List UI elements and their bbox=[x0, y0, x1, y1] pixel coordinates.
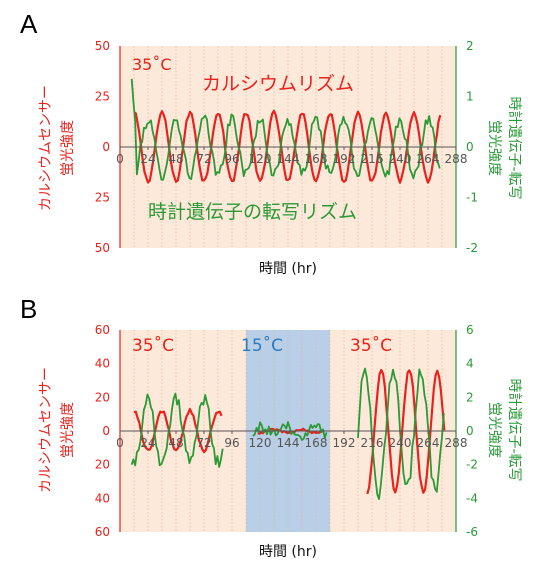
y-axis-label-right-b-1: 時計遺伝子-転写 bbox=[506, 378, 522, 481]
y-right-tick-label: 0 bbox=[466, 424, 474, 438]
panel-a: A 0 24 48 72 96 120 144 168 192 216 240 264 28850250… bbox=[20, 9, 522, 277]
y-left-tick-label: 25 bbox=[95, 90, 110, 104]
x-tick-label: 0 bbox=[116, 436, 124, 450]
temp-label-a-35c: 35˚C bbox=[132, 55, 172, 74]
panel-letter-b: B bbox=[20, 294, 37, 324]
x-tick-label: 96 bbox=[224, 436, 239, 450]
y-axis-label-right-b-2: 蛍光強度 bbox=[486, 402, 502, 458]
x-tick-label: 96 bbox=[224, 152, 239, 166]
y-left-tick-label: 25 bbox=[95, 191, 110, 205]
panel-b: B 0 24 48 72 96 120 144 168 192 216 240 264 28860402… bbox=[20, 294, 522, 560]
x-axis-label-a: 時間 (hr) bbox=[259, 261, 317, 277]
temp-label-b-15c: 15˚C bbox=[241, 335, 283, 356]
x-tick-label: 192 bbox=[333, 436, 356, 450]
x-tick-label: 120 bbox=[249, 152, 272, 166]
y-axis-label-left-a-1: カルシウムセンサー bbox=[38, 85, 54, 211]
y-axis-label-right-a-1: 時計遺伝子-転写 bbox=[506, 96, 522, 199]
x-tick-label: 120 bbox=[249, 436, 272, 450]
y-right-tick-label: -2 bbox=[466, 458, 478, 472]
y-right-tick-label: 1 bbox=[466, 90, 474, 104]
series-line-green bbox=[252, 421, 328, 442]
x-tick-label: 264 bbox=[417, 152, 440, 166]
x-tick-label: 216 bbox=[361, 152, 384, 166]
x-tick-label: 144 bbox=[277, 152, 300, 166]
y-axis-label-left-b-2: 蛍光強度 bbox=[60, 402, 76, 458]
x-tick-label: 24 bbox=[140, 436, 155, 450]
x-tick-label: 144 bbox=[277, 436, 300, 450]
temp-label-b-35c-second: 35˚C bbox=[350, 335, 392, 356]
y-right-tick-label: -2 bbox=[466, 241, 478, 255]
y-right-tick-label: 2 bbox=[466, 39, 474, 53]
panel-letter-a: A bbox=[20, 9, 38, 39]
x-tick-label: 72 bbox=[196, 436, 211, 450]
x-tick-label: 240 bbox=[389, 152, 412, 166]
y-axis-label-left-a-2: 蛍光強度 bbox=[60, 120, 76, 176]
y-left-tick-label: 50 bbox=[95, 241, 110, 255]
series-line-red bbox=[366, 368, 446, 495]
temp-label-b-35c-first: 35˚C bbox=[132, 335, 174, 356]
y-left-tick-label: 40 bbox=[95, 491, 110, 505]
x-tick-label: 168 bbox=[305, 152, 328, 166]
x-tick-label: 24 bbox=[140, 152, 155, 166]
x-tick-label: 48 bbox=[168, 436, 183, 450]
series-line-green bbox=[130, 78, 441, 181]
y-left-tick-label: 0 bbox=[102, 140, 110, 154]
x-tick-label: 288 bbox=[445, 152, 468, 166]
y-right-tick-label: 4 bbox=[466, 357, 474, 371]
y-right-tick-label: 6 bbox=[466, 323, 474, 337]
annotation-calcium-rhythm: カルシウムリズム bbox=[202, 73, 354, 95]
series-line-red bbox=[133, 109, 442, 184]
y-axis-label-right-a-2: 蛍光強度 bbox=[486, 120, 502, 176]
x-tick-label: 72 bbox=[196, 152, 211, 166]
y-right-tick-label: 0 bbox=[466, 140, 474, 154]
x-tick-label: 288 bbox=[445, 436, 468, 450]
y-left-tick-label: 50 bbox=[95, 39, 110, 53]
x-tick-label: 264 bbox=[417, 436, 440, 450]
y-right-tick-label: 2 bbox=[466, 390, 474, 404]
x-tick-label: 216 bbox=[361, 436, 384, 450]
y-right-tick-label: -1 bbox=[466, 191, 478, 205]
series-line-green bbox=[357, 367, 445, 501]
y-left-tick-label: 60 bbox=[95, 323, 110, 337]
y-left-tick-label: 20 bbox=[95, 390, 110, 404]
y-right-tick-label: -4 bbox=[466, 491, 478, 505]
annotation-clock-gene-rhythm: 時計遺伝子の転写リズム bbox=[148, 201, 357, 223]
y-left-tick-label: 40 bbox=[95, 357, 110, 371]
y-left-tick-label: 0 bbox=[102, 424, 110, 438]
y-right-tick-label: -6 bbox=[466, 525, 478, 539]
series-line-green bbox=[130, 392, 224, 468]
series-line-red bbox=[133, 408, 223, 454]
x-tick-label: 168 bbox=[305, 436, 328, 450]
y-left-tick-label: 60 bbox=[95, 525, 110, 539]
y-axis-label-left-b-1: カルシウムセンサー bbox=[38, 367, 54, 493]
x-tick-label: 0 bbox=[116, 152, 124, 166]
y-left-tick-label: 20 bbox=[95, 458, 110, 472]
x-tick-label: 192 bbox=[333, 152, 356, 166]
x-axis-label-b: 時間 (hr) bbox=[259, 544, 317, 560]
x-tick-label: 240 bbox=[389, 436, 412, 450]
x-tick-label: 48 bbox=[168, 152, 183, 166]
